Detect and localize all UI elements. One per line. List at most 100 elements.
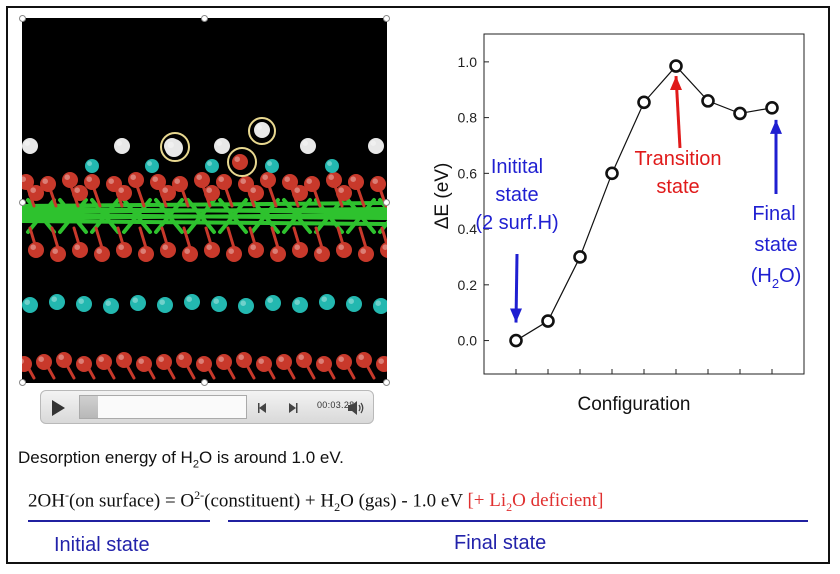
- hydrogen-atom: [22, 138, 38, 154]
- oxygen-atom: [314, 246, 330, 262]
- lithium-atom: [103, 298, 119, 314]
- lithium-atom: [157, 297, 173, 313]
- reaction-equation: 2OH-(on surface) = O2-(constituent) + H2…: [28, 488, 604, 515]
- lithium-atom: [373, 298, 387, 314]
- oxygen-atom: [204, 185, 220, 201]
- oxygen-atom: [128, 172, 144, 188]
- oxygen-atom: [40, 176, 56, 192]
- lithium-atom: [319, 294, 335, 310]
- oxygen-atom: [22, 174, 34, 190]
- oxygen-atom: [358, 246, 374, 262]
- data-point: [765, 101, 779, 115]
- oxygen-atom: [84, 174, 100, 190]
- step-forward-icon[interactable]: [284, 400, 300, 416]
- lithium-atom: [205, 159, 219, 173]
- oxygen-atom: [226, 246, 242, 262]
- initial-state-annotation: Initital state (2 surf.H): [475, 156, 558, 234]
- resize-handle-left[interactable]: [19, 199, 26, 206]
- data-point: [605, 166, 619, 181]
- slide-frame: [6, 6, 830, 564]
- simulation-video[interactable]: [22, 18, 387, 383]
- oxygen-atom: [292, 185, 308, 201]
- oxygen-atom: [270, 246, 286, 262]
- lithium-atom: [346, 296, 362, 312]
- y-axis-label: ΔE (eV): [432, 163, 453, 230]
- video-player-controls: 00:03.28: [40, 390, 374, 424]
- video-background: [22, 18, 387, 383]
- highlight-ring: [227, 147, 257, 177]
- data-point: [701, 94, 715, 108]
- resize-handle-bottom-left[interactable]: [19, 379, 26, 386]
- initial-state-underline: [28, 520, 210, 522]
- oxygen-atom: [216, 174, 232, 190]
- volume-icon[interactable]: [346, 399, 366, 417]
- seek-bar[interactable]: [79, 395, 247, 419]
- oxygen-atom: [336, 185, 352, 201]
- transition-state-arrow: [670, 75, 682, 149]
- final-state-arrow: [770, 119, 782, 194]
- oxygen-atom: [116, 352, 132, 368]
- oxygen-atom: [296, 352, 312, 368]
- data-point: [573, 250, 587, 264]
- initial-state-label: Initial state: [54, 534, 150, 556]
- oxygen-atom: [28, 242, 44, 258]
- oxygen-atom: [376, 356, 387, 372]
- oxygen-atom: [150, 174, 166, 190]
- data-point: [669, 59, 683, 73]
- oxygen-atom: [56, 352, 72, 368]
- oxygen-atom: [182, 246, 198, 262]
- resize-handle-top-right[interactable]: [383, 15, 390, 22]
- oxygen-atom: [28, 185, 44, 201]
- oxygen-atom: [380, 242, 387, 258]
- hydrogen-atom: [254, 122, 270, 138]
- lithium-atom: [211, 296, 227, 312]
- hydrogen-atom: [165, 139, 183, 157]
- resize-handle-bottom-right[interactable]: [383, 379, 390, 386]
- final-state-annotation: Final state (H2O): [751, 203, 802, 291]
- oxygen-atom: [36, 354, 52, 370]
- step-back-icon[interactable]: [255, 400, 271, 416]
- oxygen-atom: [138, 246, 154, 262]
- y-tick-label: 0.2: [458, 277, 478, 293]
- resize-handle-top[interactable]: [201, 15, 208, 22]
- resize-handle-right[interactable]: [383, 199, 390, 206]
- oxygen-atom: [304, 176, 320, 192]
- oxygen-atom: [248, 242, 264, 258]
- oxygen-atom: [194, 172, 210, 188]
- lithium-atom: [76, 296, 92, 312]
- highlight-ring: [160, 132, 190, 162]
- oxygen-atom: [50, 246, 66, 262]
- lithium-atom: [49, 294, 65, 310]
- hydrogen-atom: [300, 138, 316, 154]
- data-point: [637, 95, 651, 110]
- final-state-label: Final state: [454, 532, 547, 554]
- lithium-atom: [238, 298, 254, 314]
- resize-handle-top-left[interactable]: [19, 15, 26, 22]
- hydrogen-atom: [368, 138, 384, 154]
- oxygen-atom: [62, 172, 78, 188]
- oxygen-atom: [136, 356, 152, 372]
- oxygen-atom: [276, 354, 292, 370]
- oxygen-atom: [282, 174, 298, 190]
- playback-time: 00:03.28: [317, 400, 355, 410]
- transition-state-annotation: Transition state: [634, 148, 721, 198]
- play-icon[interactable]: [47, 398, 69, 418]
- lithium-atom: [145, 159, 159, 173]
- oxygen-atom: [156, 354, 172, 370]
- seek-bar-progress: [80, 396, 99, 418]
- oxygen-atom: [116, 185, 132, 201]
- resize-handle-bottom[interactable]: [201, 379, 208, 386]
- oxygen-atom: [76, 356, 92, 372]
- hydrogen-atom: [114, 138, 130, 154]
- lithium-atom: [265, 295, 281, 311]
- oxygen-atom: [316, 356, 332, 372]
- oxygen-atom: [204, 242, 220, 258]
- oxygen-atom: [72, 185, 88, 201]
- lithium-atom: [325, 159, 339, 173]
- y-tick-label: 0.8: [458, 110, 478, 126]
- oxygen-atom: [248, 185, 264, 201]
- lithium-atom: [85, 159, 99, 173]
- oxygen-atom: [256, 356, 272, 372]
- oxygen-atom: [172, 176, 188, 192]
- y-tick-label: 0.6: [458, 165, 478, 181]
